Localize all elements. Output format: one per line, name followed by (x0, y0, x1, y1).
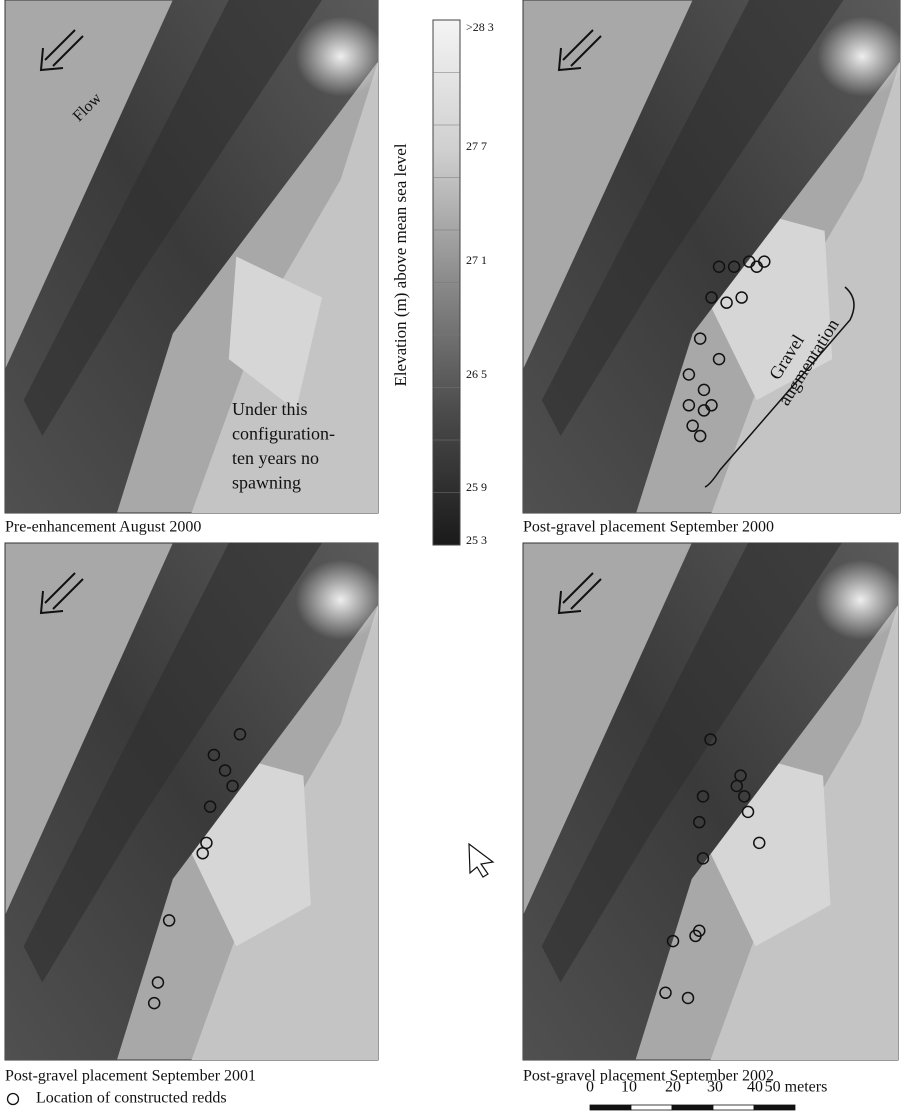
redd-marker (686, 419, 699, 433)
redd-marker (753, 836, 766, 850)
redd-marker (741, 805, 755, 819)
scale-segment (753, 1104, 796, 1111)
legend-marker (6, 1092, 20, 1106)
map-panel (522, 0, 902, 514)
map-panel (4, 0, 386, 514)
river-deep (23, 543, 323, 983)
colorbar-title: Elevation (m) above mean sea level (391, 143, 410, 386)
gravel-bracket (704, 286, 855, 488)
river-channel (523, 0, 900, 513)
scale-label: 0 (586, 1079, 594, 1096)
panel-caption: Post-gravel placement September 2002 (523, 1068, 774, 1085)
map-panel (4, 542, 386, 1061)
redd-marker (693, 332, 707, 345)
river-deep (541, 543, 842, 983)
redd-marker (681, 991, 695, 1005)
colorbar-label: 27 7 (466, 139, 487, 153)
redd-marker (151, 976, 165, 989)
colorbar-label: 27 1 (466, 253, 487, 267)
scale-segment (712, 1104, 755, 1111)
flow-arrow (557, 572, 602, 615)
redd-marker (659, 986, 672, 1000)
redd-marker (233, 728, 247, 741)
redd-marker (147, 996, 161, 1010)
redd-marker (682, 368, 696, 381)
river-deep (23, 0, 323, 437)
high-point (815, 559, 902, 640)
redd-marker (738, 790, 751, 803)
cursor-icon (468, 842, 495, 878)
scale-segment (630, 1104, 673, 1111)
redd-marker (704, 733, 717, 746)
redd-marker (712, 352, 726, 366)
redd-marker (693, 815, 706, 829)
redd-marker (162, 914, 176, 927)
panel-note: spawning (232, 473, 301, 493)
redd-marker (705, 399, 718, 412)
redd-marker (697, 383, 711, 397)
redd-marker (720, 296, 733, 309)
river-deep (541, 0, 844, 437)
gravel-bar (228, 256, 323, 411)
redd-marker (226, 779, 239, 793)
scale-label: 50 meters (765, 1079, 828, 1096)
scale-label: 40 (747, 1079, 763, 1096)
scale-label: 10 (621, 1079, 637, 1096)
redd-marker (196, 846, 209, 860)
redd-marker (705, 291, 718, 304)
river-channel (523, 543, 898, 1060)
redd-marker (735, 291, 748, 304)
redd-marker (730, 779, 743, 793)
colorbar-label: 26 5 (466, 367, 487, 381)
scale-label: 20 (665, 1079, 681, 1096)
redd-marker (218, 764, 232, 777)
high-point (295, 16, 386, 97)
redd-marker (666, 934, 680, 948)
redd-marker (712, 260, 726, 274)
redd-marker (682, 399, 696, 412)
redd-marker (758, 255, 771, 268)
scale-segment (671, 1104, 714, 1111)
colorbar-label: 25 3 (466, 533, 487, 547)
high-point (295, 559, 386, 640)
high-point (817, 16, 902, 97)
redd-marker (203, 800, 217, 813)
flow-arrow (39, 572, 84, 615)
colorbar-label: 25 9 (466, 480, 487, 494)
panel-caption: Post-gravel placement September 2000 (523, 519, 774, 536)
redd-marker (696, 790, 710, 803)
panel-note: configuration- (232, 424, 335, 444)
panel-caption: Post-gravel placement September 2001 (5, 1068, 256, 1085)
flow-arrow (557, 29, 602, 72)
panel-note: Under this (232, 399, 308, 419)
panel-caption: Pre-enhancement August 2000 (5, 519, 201, 536)
colorbar-label: >28 3 (466, 20, 494, 34)
legend-label: Location of constructed redds (36, 1090, 227, 1107)
redd-marker (727, 260, 741, 274)
redd-marker (207, 748, 221, 762)
redd-marker (696, 852, 710, 865)
scale-label: 30 (707, 1079, 723, 1096)
redd-marker (693, 924, 706, 937)
panel-note: ten years no (232, 448, 319, 468)
redd-marker (693, 429, 707, 443)
river-channel (5, 543, 378, 1060)
map-panel (522, 542, 902, 1061)
river-channel (5, 0, 378, 513)
flow-arrow (39, 29, 84, 72)
scale-segment (589, 1104, 632, 1111)
